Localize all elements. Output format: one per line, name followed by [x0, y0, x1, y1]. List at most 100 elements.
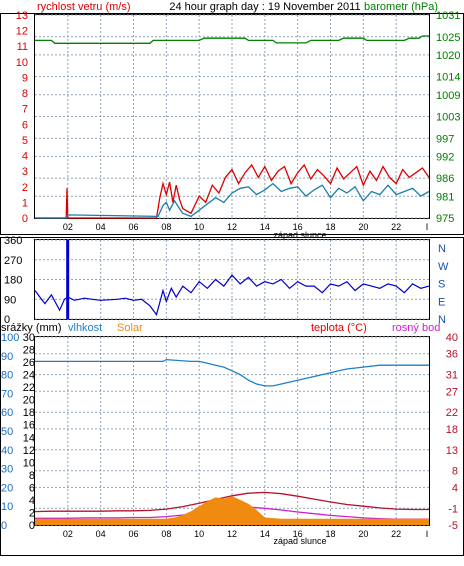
- x-tick-label: 04: [96, 529, 106, 539]
- y-tick-temp: -1: [448, 503, 458, 515]
- x-tick-label: 22: [391, 529, 401, 539]
- series-line-p1-1: [35, 182, 430, 219]
- y-tick-rain: 14: [23, 432, 35, 444]
- y-tick-wind: 4: [22, 151, 28, 163]
- y-tick-wind: 13: [16, 10, 28, 22]
- y-tick-rain: 18: [23, 407, 35, 419]
- y-tick-temp: 18: [446, 424, 458, 436]
- compass-label: E: [438, 296, 445, 308]
- y-tick-humidity: 80: [1, 370, 13, 382]
- y-tick-rain: 26: [23, 357, 35, 369]
- x-tick-label: 18: [325, 222, 335, 232]
- y-tick-wind: 8: [22, 88, 28, 100]
- y-tick-wind: 2: [22, 182, 28, 194]
- x-tick-label: 14: [260, 222, 270, 232]
- y-tick-wind: 1: [22, 197, 28, 209]
- compass-label: N: [438, 314, 446, 326]
- series-line-vlhkost: [35, 358, 429, 387]
- y-tick-temp: 4: [452, 482, 458, 494]
- y-tick-rain: 22: [23, 382, 35, 394]
- y-tick-rain: 0: [29, 520, 35, 532]
- compass-label: W: [438, 261, 449, 273]
- header-title: 24 hour graph day : 19 November 2011: [169, 1, 360, 13]
- x-tick-label: 14: [260, 529, 270, 539]
- sunset-label-top: západ slunce: [273, 230, 326, 240]
- y-tick-rain: 4: [29, 495, 35, 507]
- y-tick-baro: 975: [436, 213, 454, 225]
- y-tick-direction: 0: [4, 314, 10, 326]
- legend-solar: Solar: [117, 322, 143, 334]
- y-tick-temp: 22: [446, 407, 458, 419]
- direction-spike-bar: [66, 240, 70, 319]
- x-tick-label: 18: [325, 529, 335, 539]
- y-tick-humidity: 50: [1, 426, 13, 438]
- x-tick-label: 10: [194, 222, 204, 232]
- y-tick-baro: 1031: [436, 10, 460, 22]
- x-tick-label: 06: [128, 222, 138, 232]
- y-tick-humidity: 40: [1, 445, 13, 457]
- y-tick-humidity: 90: [1, 351, 13, 363]
- series-line-barometr: [35, 35, 429, 44]
- x-tick-label: 02: [63, 222, 73, 232]
- y-tick-baro: 986: [436, 173, 454, 185]
- y-tick-temp: 8: [452, 466, 458, 478]
- x-tick-label: 06: [128, 529, 138, 539]
- y-tick-direction: 270: [4, 255, 22, 267]
- y-tick-rain: 6: [29, 482, 35, 494]
- x-tick-label: 08: [161, 222, 171, 232]
- x-end-tick: I: [426, 222, 429, 232]
- x-end-tick: I: [426, 529, 429, 539]
- y-tick-rain: 30: [23, 332, 35, 344]
- x-tick-label: 20: [358, 529, 368, 539]
- y-tick-temp: 13: [446, 445, 458, 457]
- y-tick-temp: -5: [448, 520, 458, 532]
- legend-temp: teplota (°C): [311, 322, 367, 334]
- x-tick-label: 10: [194, 529, 204, 539]
- y-tick-rain: 8: [29, 470, 35, 482]
- y-tick-rain: 28: [23, 345, 35, 357]
- y-tick-wind: 6: [22, 119, 28, 131]
- x-tick-label: 08: [161, 529, 171, 539]
- header-wind-label: rychlost vetru (m/s): [37, 1, 131, 13]
- y-tick-rain: 12: [23, 445, 35, 457]
- y-tick-temp: 36: [446, 349, 458, 361]
- x-tick-label: 16: [293, 222, 303, 232]
- y-tick-rain: 10: [23, 457, 35, 469]
- y-tick-temp: 31: [446, 370, 458, 382]
- legend-dew: rosný bod: [392, 322, 440, 334]
- y-tick-direction: 360: [4, 235, 22, 247]
- series-area-solar: [35, 496, 429, 525]
- x-tick-label: 20: [358, 222, 368, 232]
- compass-label: S: [438, 279, 445, 291]
- y-tick-rain: 20: [23, 395, 35, 407]
- series-line-direction: [34, 274, 430, 316]
- y-tick-baro: 992: [436, 151, 454, 163]
- y-tick-rain: 24: [23, 370, 35, 382]
- header-baro-label: barometr (hPa): [364, 1, 438, 13]
- y-tick-wind: 10: [16, 57, 28, 69]
- x-tick-label: 04: [96, 222, 106, 232]
- y-tick-humidity: 20: [1, 482, 13, 494]
- y-tick-baro: 1009: [436, 90, 460, 102]
- sunset-label-bottom: západ slunce: [273, 536, 326, 546]
- y-tick-rain: 16: [23, 420, 35, 432]
- y-tick-wind: 0: [22, 213, 28, 225]
- y-tick-baro: 1025: [436, 32, 460, 44]
- y-tick-humidity: 70: [1, 388, 13, 400]
- y-tick-humidity: 100: [1, 332, 19, 344]
- y-tick-baro: 997: [436, 133, 454, 145]
- y-tick-wind: 12: [16, 26, 28, 38]
- x-tick-label: 12: [227, 529, 237, 539]
- y-tick-wind: 11: [17, 41, 28, 53]
- y-tick-humidity: 0: [1, 520, 7, 532]
- compass-label: N: [438, 243, 446, 255]
- y-tick-direction: 90: [4, 294, 16, 306]
- x-tick-label: 02: [63, 529, 73, 539]
- y-tick-rain: 2: [29, 507, 35, 519]
- y-tick-wind: 3: [22, 166, 28, 178]
- series-line-teplota---C-: [34, 491, 429, 513]
- series-line-rychlost-vetru: [35, 163, 430, 219]
- y-tick-humidity: 30: [1, 464, 13, 476]
- y-tick-baro: 1020: [436, 50, 460, 62]
